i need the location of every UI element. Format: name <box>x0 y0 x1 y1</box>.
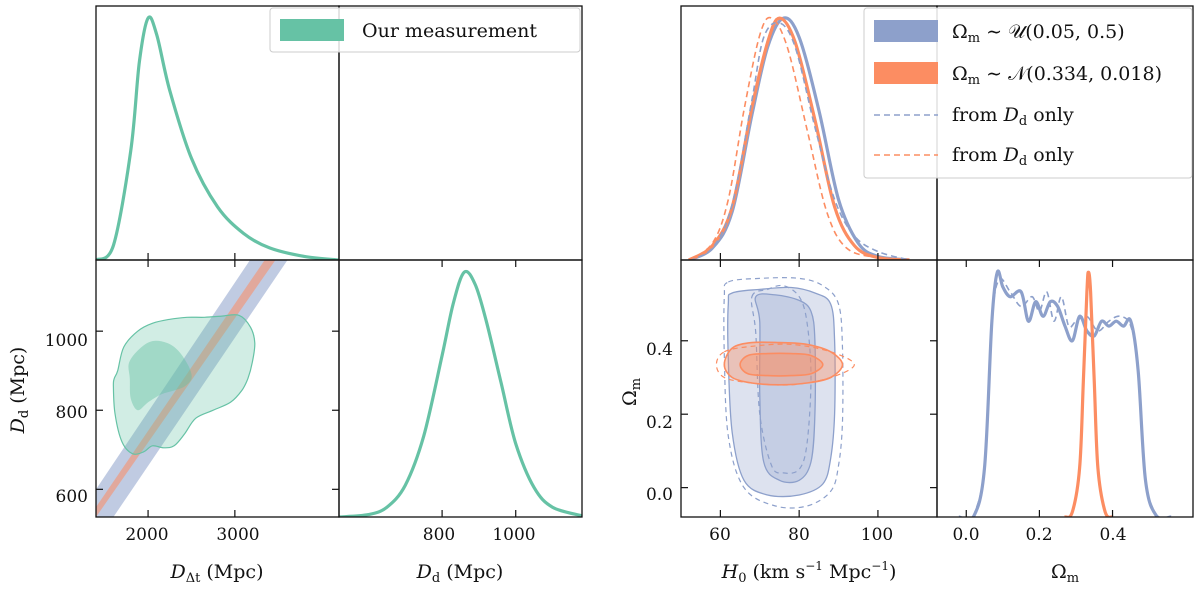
legend-b-label-normal: Ωm ∼ 𝒩(0.334, 0.018) <box>952 63 1162 88</box>
ylabel-b21: Ωm <box>619 378 644 406</box>
tick-label: 0.0 <box>952 525 979 545</box>
contour-our-measurement-95 <box>112 314 256 455</box>
tick-label: 1000 <box>492 525 535 545</box>
contour-u-95 <box>727 286 836 498</box>
tick-marks <box>96 253 1114 517</box>
legend-b-patch-uniform <box>874 20 938 42</box>
xlabel-b22: Ωm <box>1051 561 1079 586</box>
legend-a: Our measurement <box>269 7 581 53</box>
tick-labels-a21-x: 2000 3000 <box>125 525 259 545</box>
tick-labels-a22-x: 800 1000 <box>423 525 536 545</box>
legend-b-box <box>863 7 1193 179</box>
series-line-u-dashed <box>972 277 1158 517</box>
legend-b-label-uniform: Ωm ∼ 𝒰(0.05, 0.5) <box>952 21 1125 46</box>
ylabel-a21: Dd (Mpc) <box>7 347 32 435</box>
tick-label: 0.4 <box>646 340 673 360</box>
legend-a-patch-our-measurement <box>280 19 344 41</box>
contour-n-dashed-95 <box>715 343 855 386</box>
tick-label: 0.2 <box>1025 525 1052 545</box>
legend-a-box <box>269 7 581 53</box>
contour-n-68 <box>739 352 824 377</box>
legend-a-label: Our measurement <box>362 20 537 42</box>
contour-u-68 <box>754 293 817 484</box>
series-line-our-measurement <box>96 15 339 260</box>
tick-label: 800 <box>56 403 88 423</box>
tick-label: 600 <box>56 487 88 507</box>
tick-label: 0.4 <box>1099 525 1126 545</box>
tick-labels-b22-x: 0.0 0.2 0.4 <box>952 525 1126 545</box>
band-m-u-0-05-0-5 <box>96 260 288 517</box>
tick-label: 100 <box>861 525 893 545</box>
tick-label: 800 <box>423 525 455 545</box>
legend-b-label-dd-orange: from Dd only <box>952 144 1074 169</box>
contour-our-measurement-68 <box>128 340 192 411</box>
series-line-u-dashed <box>688 21 910 260</box>
tick-label: 2000 <box>125 525 168 545</box>
xlabel-a22: Dd (Mpc) <box>416 561 504 586</box>
contour-u-dashed-68 <box>750 284 812 474</box>
tick-labels-b21-y: 0.0 0.2 0.4 <box>646 340 673 505</box>
legend-b-patch-normal <box>874 62 938 84</box>
tick-labels-a21-y: 600 800 1000 <box>45 331 88 507</box>
legend-b: Ωm ∼ 𝒰(0.05, 0.5) Ωm ∼ 𝒩(0.334, 0.018) f… <box>863 7 1193 179</box>
frame-b22 <box>936 259 1194 518</box>
tick-label: 0.2 <box>646 413 673 433</box>
contour-u-dashed-95 <box>723 277 844 509</box>
xlabel-b21: H0 (km s−1 Mpc−1) <box>721 559 897 586</box>
plot-a21-dd-vs-ddt <box>96 260 288 517</box>
plot-a22-dd-marginal <box>339 269 582 517</box>
xlabel-a21: DΔt (Mpc) <box>170 561 264 586</box>
tick-label: 60 <box>709 525 731 545</box>
legend-b-label-dd-blue: from Dd only <box>952 104 1074 129</box>
plot-b22-omega-marginal <box>958 269 1172 517</box>
tick-labels-b21-x: 60 80 100 <box>709 525 893 545</box>
series-line-our-measurement <box>339 269 582 517</box>
tick-label: 3000 <box>216 525 259 545</box>
tick-label: 1000 <box>45 331 88 351</box>
series-line-n-solid <box>1064 270 1114 517</box>
tick-label: 0.0 <box>646 485 673 505</box>
plot-b11-h0-marginal <box>688 16 910 260</box>
plot-b21-omega-vs-h0 <box>715 277 855 509</box>
tick-label: 80 <box>788 525 810 545</box>
series-line-u-solid <box>958 269 1172 517</box>
plot-a11-dd-dt-marginal <box>96 15 339 260</box>
frame-a22 <box>338 259 583 518</box>
series-line-n-dashed <box>688 16 910 260</box>
band-m-n-0-334-0-018 <box>96 260 276 517</box>
